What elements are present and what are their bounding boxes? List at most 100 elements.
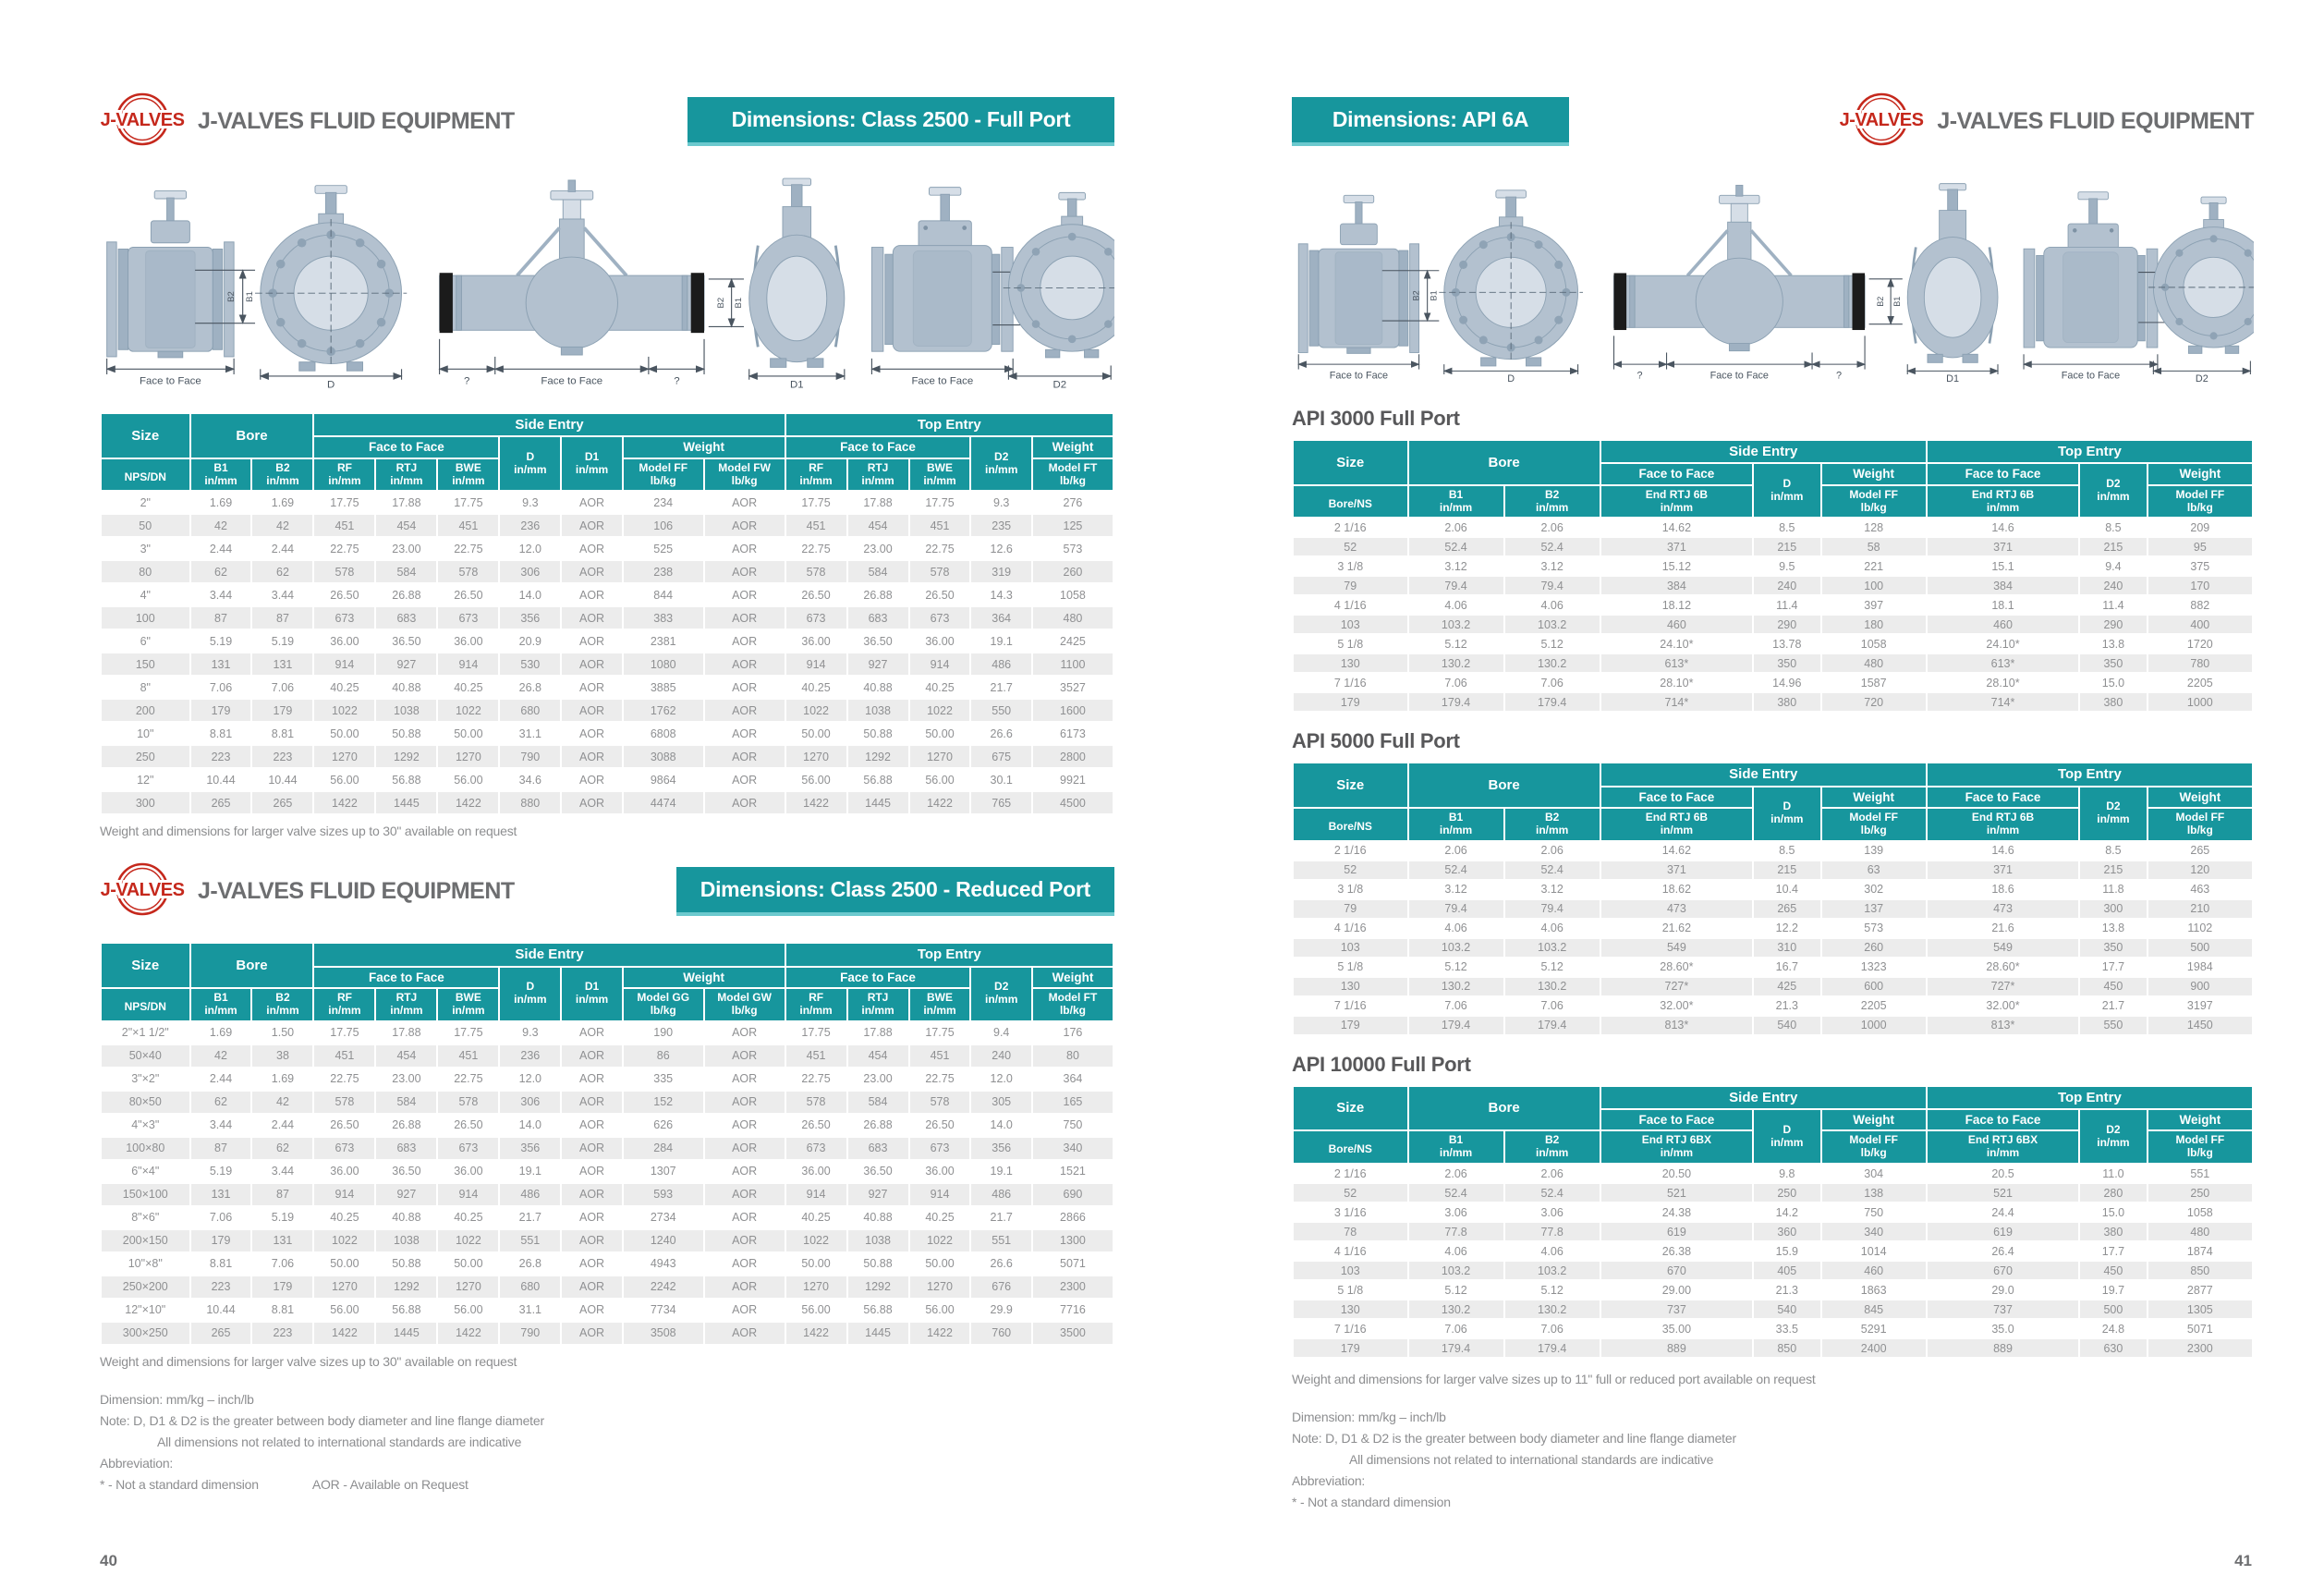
- table-cell: 215: [2080, 861, 2147, 879]
- page-number: 41: [2234, 1552, 2252, 1569]
- table-cell: 10.44: [252, 769, 313, 791]
- table-cell: 683: [376, 1137, 437, 1159]
- table-cell: 14.62: [1600, 519, 1753, 537]
- table-cell: 12.0: [500, 1068, 561, 1090]
- table-cell: 7.06: [190, 677, 251, 699]
- table-cell: 50.00: [909, 723, 970, 745]
- table-cell: 683: [376, 607, 437, 629]
- table-cell: 56.00: [314, 769, 375, 791]
- table-cell: 137: [1821, 899, 1926, 918]
- table-cell: AOR: [562, 1183, 622, 1205]
- table-cell: 550: [971, 700, 1031, 722]
- table-cell: 14.6: [1927, 841, 2079, 860]
- table-cell: 5.19: [252, 630, 313, 653]
- col-header-d2: D2 in/mm: [2080, 1109, 2147, 1164]
- col-header-d2: D2 in/mm: [971, 967, 1031, 1020]
- table-cell: 927: [847, 653, 908, 676]
- table-cell: 12.0: [971, 1068, 1031, 1090]
- table-cell: 3.44: [252, 1160, 313, 1182]
- table-cell: 179: [252, 700, 313, 722]
- table-cell: AOR: [704, 1091, 785, 1113]
- table-cell: 52: [1294, 861, 1407, 879]
- table-cell: 4.06: [1408, 596, 1503, 615]
- table-cell: AOR: [704, 1252, 785, 1275]
- col-header-end-rtj-top: End RTJ 6B in/mm: [1927, 485, 2079, 518]
- valve-flange-front-view-2: D2: [2148, 196, 2275, 385]
- table-cell: 79: [1294, 899, 1407, 918]
- table-cell: 360: [1754, 1223, 1820, 1241]
- table-cell: AOR: [704, 792, 785, 814]
- api-section: API 5000 Full Port Size Bore Side Entry …: [1292, 729, 2254, 1035]
- table-cell: 50.88: [847, 723, 908, 745]
- table-cell: 2734: [623, 1206, 703, 1228]
- table-cell: 79.4: [1504, 899, 1600, 918]
- table-cell: 238: [623, 561, 703, 583]
- table-cell: 179: [252, 1276, 313, 1298]
- table-cell: 36.00: [314, 1160, 375, 1182]
- svg-text:Face to Face: Face to Face: [541, 376, 602, 387]
- table-row: 10"×8" 8.81 7.06 50.00 50.88 50.00 26.8 AOR 4943…: [102, 1252, 1113, 1275]
- table-cell: 200×150: [102, 1229, 189, 1251]
- table-cell: 80: [102, 561, 189, 583]
- table-cell: 380: [2080, 1223, 2147, 1241]
- col-header-bwe-top: BWE in/mm: [909, 989, 970, 1020]
- table-row: 7 1/16 7.06 7.06 28.10* 14.96 1587 28.10* 15.0 2…: [1294, 674, 2252, 692]
- table-row: 150×100 131 87 914 927 914 486 AOR 593 AOR 914 927 9…: [102, 1183, 1113, 1205]
- table-cell: 35.0: [1927, 1320, 2079, 1338]
- table-cell: 14.0: [500, 1114, 561, 1136]
- table-row: 3" 2.44 2.44 22.75 23.00 22.75 12.0 AOR 525 AOR 22…: [102, 538, 1113, 560]
- table-cell: 451: [314, 1044, 375, 1067]
- table-cell: 2.44: [252, 1114, 313, 1136]
- table-cell: 36.00: [785, 1160, 846, 1182]
- col-header-end-rtj-top: End RTJ 6B in/mm: [1927, 809, 2079, 840]
- footnote-note: Note: D, D1 & D2 is the greater between …: [1292, 1431, 1736, 1447]
- table-cell: 50.00: [438, 723, 499, 745]
- col-header-b1: B1 in/mm: [190, 989, 251, 1020]
- table-cell: 9.4: [2080, 557, 2147, 576]
- col-header-rf-top: RF in/mm: [785, 989, 846, 1020]
- col-header-bwe: BWE in/mm: [438, 458, 499, 491]
- table-row: 4 1/16 4.06 4.06 18.12 11.4 397 18.1 11.4 882: [1294, 596, 2252, 615]
- table-cell: 1307: [623, 1160, 703, 1182]
- table-cell: 56.00: [785, 1299, 846, 1321]
- dim-label-face-to-face: Face to Face: [140, 376, 201, 387]
- table-cell: 79.4: [1408, 899, 1503, 918]
- table-row: 6"×4" 5.19 3.44 36.00 36.50 36.00 19.1 AOR 1307 A…: [102, 1160, 1113, 1182]
- table-cell: 340: [1032, 1137, 1113, 1159]
- col-header-rtj: RTJ in/mm: [376, 458, 437, 491]
- table-cell: 28.10*: [1600, 674, 1753, 692]
- table-cell: 14.6: [1927, 519, 2079, 537]
- table-cell: 26.50: [909, 1114, 970, 1136]
- table-cell: 16.7: [1754, 958, 1820, 976]
- svg-text:B1: B1: [1892, 297, 1902, 307]
- company-name: J-VALVES FLUID EQUIPMENT: [1937, 107, 2254, 134]
- footnotes: Dimension: mm/kg – inch/lb Note: D, D1 &…: [1292, 1407, 2254, 1513]
- table-cell: 33.5: [1754, 1320, 1820, 1338]
- col-header-top-entry: Top Entry: [1927, 441, 2252, 463]
- table-cell: 727*: [1600, 977, 1753, 995]
- table-cell: 670: [1927, 1262, 2079, 1280]
- table-cell: 26.50: [438, 584, 499, 606]
- table-cell: 22.75: [314, 538, 375, 560]
- table-cell: 58: [1821, 538, 1926, 556]
- col-header-model-top: Model FT lb/kg: [1032, 989, 1113, 1020]
- banner-api-6a: Dimensions: API 6A: [1292, 96, 1569, 146]
- table-cell: 882: [2148, 596, 2252, 615]
- svg-text:?: ?: [674, 376, 679, 387]
- table-cell: 63: [1821, 861, 1926, 879]
- table-cell: 690: [1032, 1183, 1113, 1205]
- table-cell: 40.25: [314, 1206, 375, 1228]
- table-cell: 276: [1032, 492, 1113, 514]
- table-row: 7 1/16 7.06 7.06 35.00 33.5 5291 35.0 24.8 5071: [1294, 1320, 2252, 1338]
- col-header-model-ff-top: Model FF lb/kg: [2148, 809, 2252, 840]
- table-cell: 22.75: [314, 1068, 375, 1090]
- table-cell: 3": [102, 538, 189, 560]
- col-header-top-entry: Top Entry: [785, 944, 1113, 966]
- table-cell: 2877: [2148, 1281, 2252, 1300]
- table-cell: 525: [623, 538, 703, 560]
- table-cell: 50.88: [376, 1252, 437, 1275]
- col-header-size: Size: [102, 414, 189, 458]
- table-cell: 578: [785, 1091, 846, 1113]
- table-cell: 250: [2148, 1184, 2252, 1202]
